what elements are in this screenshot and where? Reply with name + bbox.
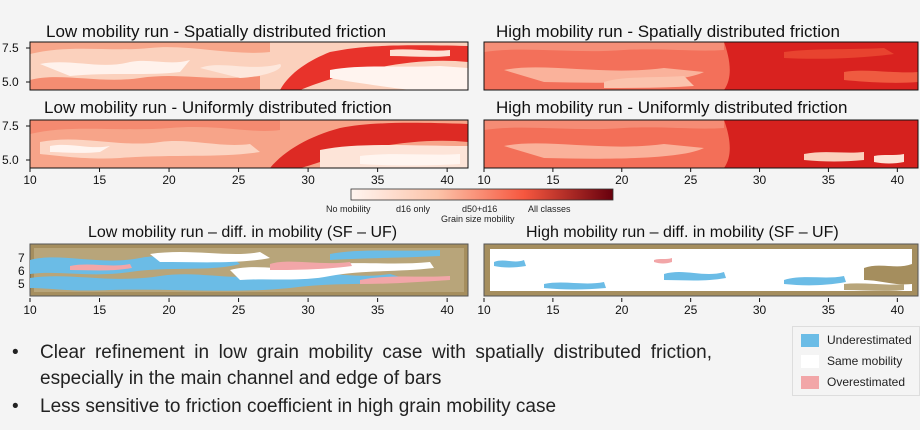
- panel-title-high-uf: High mobility run - Uniformly distribute…: [496, 98, 848, 117]
- x-axis-bottom-left-tick-label-25: 25: [232, 303, 246, 317]
- legend-swatch-overestimated: [801, 375, 819, 389]
- x-axis-bottom-left-tick-label-30: 30: [301, 303, 315, 317]
- panel-title-high-diff: High mobility run – diff. in mobility (S…: [526, 224, 839, 241]
- map-low-sf: 7.5 5.0: [2, 41, 469, 91]
- x-axis-top-left-tick-label-10: 10: [23, 173, 37, 187]
- legend-swatch-underestimated: [801, 333, 819, 347]
- colorbar-label-d16: d16 only: [396, 204, 431, 214]
- diff-legend: Underestimated Same mobility Overestimat…: [792, 326, 920, 396]
- x-axis-bottom-left: 10 15 20 25 30 35 40: [23, 298, 454, 317]
- panel-title-low-diff: Low mobility run – diff. in mobility (SF…: [88, 224, 398, 241]
- x-axis-bottom-right-tick-label-35: 35: [822, 303, 836, 317]
- colorbar-title: Grain size mobility: [441, 214, 515, 224]
- bullet-item-2: • Less sensitive to friction coefficient…: [12, 394, 712, 420]
- colorbar: [350, 188, 614, 201]
- bullet-dot: •: [12, 342, 19, 363]
- x-axis-top-left-tick-label-25: 25: [232, 173, 246, 187]
- bullet-list: • Clear refinement in low grain mobility…: [12, 340, 712, 422]
- x-axis-bottom-right: 10 15 20 25 30 35 40: [477, 298, 905, 317]
- x-axis-top-right-tick-label-30: 30: [753, 173, 767, 187]
- bullet-dot: •: [12, 396, 19, 417]
- colorbar-label-d50d16: d50+d16: [462, 204, 498, 214]
- bullet-text-1: Clear refinement in low grain mobility c…: [40, 342, 712, 389]
- legend-item-underestimated: Underestimated: [801, 331, 912, 349]
- x-axis-bottom-right-tick-label-20: 20: [615, 303, 629, 317]
- map-high-sf: [483, 41, 919, 91]
- x-axis-bottom-right-tick-label-10: 10: [477, 303, 491, 317]
- x-axis-bottom-right-tick-label-40: 40: [891, 303, 905, 317]
- x-axis-bottom-left-tick-label-10: 10: [23, 303, 37, 317]
- y-tick-7: 7: [18, 251, 25, 265]
- x-axis-top-left-tick-label-15: 15: [93, 173, 107, 187]
- map-low-diff: 7 6 5: [18, 243, 469, 297]
- x-axis-top-right-tick-label-10: 10: [477, 173, 491, 187]
- y-tick-5: 5: [18, 277, 25, 291]
- x-axis-top-right-tick-label-20: 20: [615, 173, 629, 187]
- panel-title-high-sf: High mobility run - Spatially distribute…: [496, 22, 840, 41]
- x-axis-bottom-left-tick-label-20: 20: [162, 303, 176, 317]
- y-tick-7.5-uf: 7.5: [2, 119, 19, 133]
- x-axis-top-right-tick-label-40: 40: [891, 173, 905, 187]
- y-tick-5.0: 5.0: [2, 75, 19, 89]
- map-low-uf: 7.5 5.0: [2, 119, 469, 169]
- y-tick-5.0-uf: 5.0: [2, 153, 19, 167]
- legend-item-overestimated: Overestimated: [801, 373, 905, 391]
- legend-label: Overestimated: [827, 375, 906, 389]
- colorbar-label-no-mobility: No mobility: [326, 204, 371, 214]
- x-axis-top-left: 10 15 20 25 30 35 40: [23, 168, 454, 187]
- x-axis-bottom-left-tick-label-15: 15: [93, 303, 107, 317]
- y-tick-6: 6: [18, 264, 25, 278]
- legend-label: Underestimated: [827, 333, 912, 347]
- panel-title-low-uf: Low mobility run - Uniformly distributed…: [44, 98, 392, 117]
- legend-item-same: Same mobility: [801, 352, 902, 370]
- legend-swatch-same: [801, 354, 819, 368]
- x-axis-bottom-right-tick-label-15: 15: [546, 303, 560, 317]
- x-axis-bottom-right-tick-label-25: 25: [684, 303, 698, 317]
- y-tick-7.5: 7.5: [2, 41, 19, 55]
- x-axis-top-left-tick-label-30: 30: [301, 173, 315, 187]
- map-high-diff: [483, 243, 919, 297]
- x-axis-top-right-tick-label-25: 25: [684, 173, 698, 187]
- x-axis-top-right-tick-label-35: 35: [822, 173, 836, 187]
- x-axis-top-right: 10 15 20 25 30 35 40: [477, 168, 905, 187]
- x-axis-bottom-left-tick-label-35: 35: [371, 303, 385, 317]
- x-axis-top-left-tick-label-20: 20: [162, 173, 176, 187]
- x-axis-bottom-right-tick-label-30: 30: [753, 303, 767, 317]
- colorbar-label-all: All classes: [528, 204, 571, 214]
- x-axis-top-left-tick-label-35: 35: [371, 173, 385, 187]
- x-axis-top-left-tick-label-40: 40: [440, 173, 454, 187]
- panel-title-low-sf: Low mobility run - Spatially distributed…: [46, 22, 387, 41]
- legend-label: Same mobility: [827, 354, 903, 368]
- x-axis-top-right-tick-label-15: 15: [546, 173, 560, 187]
- x-axis-bottom-left-tick-label-40: 40: [440, 303, 454, 317]
- bullet-item-1: • Clear refinement in low grain mobility…: [12, 340, 712, 392]
- bullet-text-2: Less sensitive to friction coefficient i…: [40, 396, 557, 417]
- map-high-uf: [483, 119, 919, 169]
